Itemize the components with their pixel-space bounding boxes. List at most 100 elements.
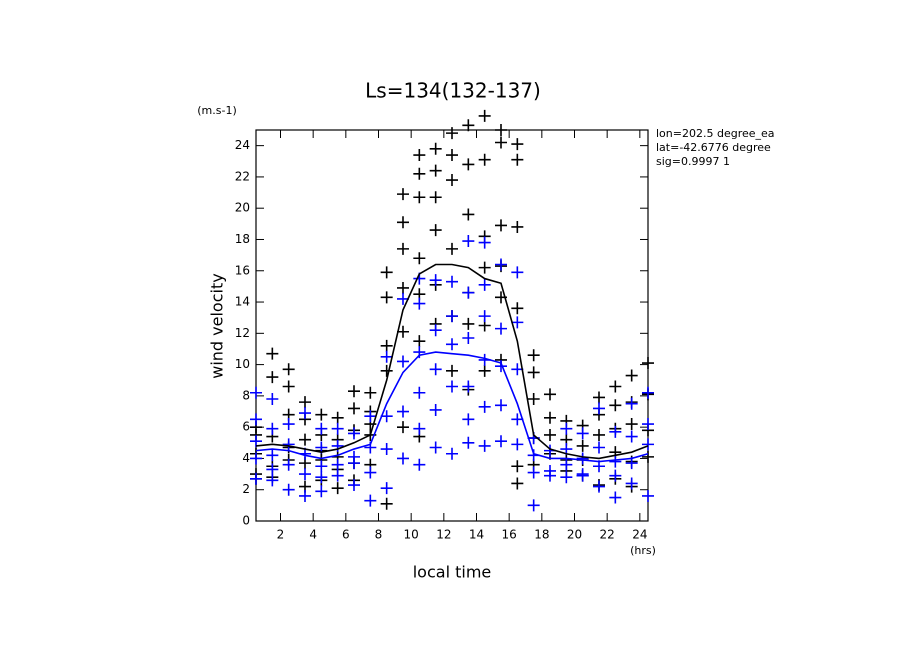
scatter-point bbox=[609, 469, 622, 482]
y-tick-label: 10 bbox=[235, 357, 250, 371]
scatter-point bbox=[609, 399, 622, 412]
scatter-point bbox=[642, 386, 654, 399]
scatter-point bbox=[380, 350, 393, 363]
scatter-point bbox=[397, 216, 409, 229]
scatter-point bbox=[429, 363, 442, 376]
scatter-point bbox=[397, 405, 409, 418]
scatter-point bbox=[544, 469, 556, 482]
scatter-point bbox=[625, 369, 638, 382]
scatter-point bbox=[348, 479, 360, 492]
x-tick-label: 8 bbox=[375, 528, 383, 542]
scatter-point bbox=[397, 242, 409, 255]
scatter-point bbox=[544, 428, 556, 441]
scatter-point bbox=[446, 174, 458, 187]
scatter-point bbox=[446, 127, 458, 140]
y-unit: (m.s-1) bbox=[197, 104, 237, 117]
scatter-point bbox=[413, 458, 426, 471]
scatter-point bbox=[478, 400, 491, 413]
scatter-point bbox=[511, 138, 524, 151]
mean-line bbox=[255, 351, 649, 463]
scatter-point bbox=[593, 428, 605, 441]
scatter-point bbox=[266, 422, 279, 435]
scatter-point bbox=[462, 317, 475, 330]
scatter-point bbox=[495, 124, 507, 136]
x-tick-label: 22 bbox=[600, 528, 615, 542]
scatter-point bbox=[625, 430, 638, 443]
scatter-point bbox=[576, 427, 589, 440]
x-tick-label: 16 bbox=[502, 528, 517, 542]
scatter-point bbox=[625, 477, 638, 490]
scatter-point bbox=[544, 411, 556, 424]
y-tick-label: 22 bbox=[235, 169, 250, 183]
scatter-point bbox=[478, 278, 491, 291]
scatter-point bbox=[331, 439, 344, 452]
scatter-point bbox=[495, 360, 507, 373]
scatter-point bbox=[397, 355, 409, 368]
scatter-point bbox=[315, 422, 328, 435]
scatter-point bbox=[495, 399, 507, 412]
scatter-point bbox=[642, 450, 654, 463]
scatter-point bbox=[511, 460, 524, 473]
scatter-point bbox=[266, 347, 279, 360]
scatter-point bbox=[511, 266, 524, 279]
scatter-point bbox=[495, 435, 507, 448]
scatter-point bbox=[429, 224, 442, 237]
scatter-point bbox=[380, 364, 393, 377]
scatter-point bbox=[397, 325, 409, 338]
scatter-point bbox=[282, 438, 295, 451]
scatter-point bbox=[413, 252, 426, 265]
scatter-point bbox=[429, 324, 442, 337]
scatter-point bbox=[380, 482, 393, 495]
x-tick-label: 6 bbox=[342, 528, 350, 542]
scatter-point bbox=[299, 433, 311, 446]
scatter-point bbox=[413, 386, 426, 399]
x-tick-label: 12 bbox=[436, 528, 451, 542]
scatter-point bbox=[511, 477, 524, 490]
scatter-point bbox=[462, 208, 475, 221]
scatter-point bbox=[527, 349, 540, 362]
x-tick-label: 24 bbox=[632, 528, 647, 542]
scatter-point bbox=[429, 403, 442, 416]
scatter-point bbox=[364, 494, 377, 507]
scatter-point bbox=[397, 188, 409, 201]
scatter-point bbox=[446, 338, 458, 351]
plot-frame bbox=[255, 129, 649, 522]
scatter-point bbox=[576, 469, 589, 482]
scatter-point bbox=[495, 219, 507, 232]
x-unit: (hrs) bbox=[630, 544, 656, 557]
scatter-point bbox=[429, 191, 442, 204]
scatter-point bbox=[576, 452, 589, 465]
scatter-point bbox=[250, 472, 262, 485]
chart-title: Ls=134(132-137) bbox=[365, 79, 541, 103]
mean-line bbox=[255, 263, 649, 460]
scatter-point bbox=[511, 438, 524, 451]
y-tick-label: 16 bbox=[235, 263, 250, 277]
scatter-point bbox=[462, 380, 475, 393]
scatter-point bbox=[380, 291, 393, 304]
scatter-point bbox=[462, 235, 475, 248]
scatter-point bbox=[609, 425, 622, 438]
scatter-point bbox=[560, 458, 573, 471]
y-tick-label: 12 bbox=[235, 326, 250, 340]
scatter-point bbox=[495, 258, 507, 271]
scatter-point bbox=[511, 316, 524, 329]
scatter-point bbox=[299, 396, 311, 409]
y-tick-label: 0 bbox=[242, 514, 250, 528]
x-tick-label: 10 bbox=[404, 528, 419, 542]
scatter-point bbox=[642, 489, 654, 502]
scatter-point bbox=[299, 407, 311, 420]
scatter-point bbox=[397, 452, 409, 465]
scatter-point bbox=[266, 474, 279, 487]
scatter-point bbox=[413, 297, 426, 310]
x-axis-label: local time bbox=[413, 563, 492, 582]
x-tick-label: 14 bbox=[469, 528, 484, 542]
scatter-point bbox=[380, 339, 393, 352]
scatter-point bbox=[642, 357, 654, 370]
y-tick-label: 14 bbox=[235, 295, 250, 309]
scatter-point bbox=[511, 413, 524, 426]
scatter-point bbox=[429, 142, 442, 155]
scatter-point bbox=[348, 457, 360, 470]
x-tick-label: 4 bbox=[309, 528, 317, 542]
scatter-point bbox=[511, 220, 524, 233]
